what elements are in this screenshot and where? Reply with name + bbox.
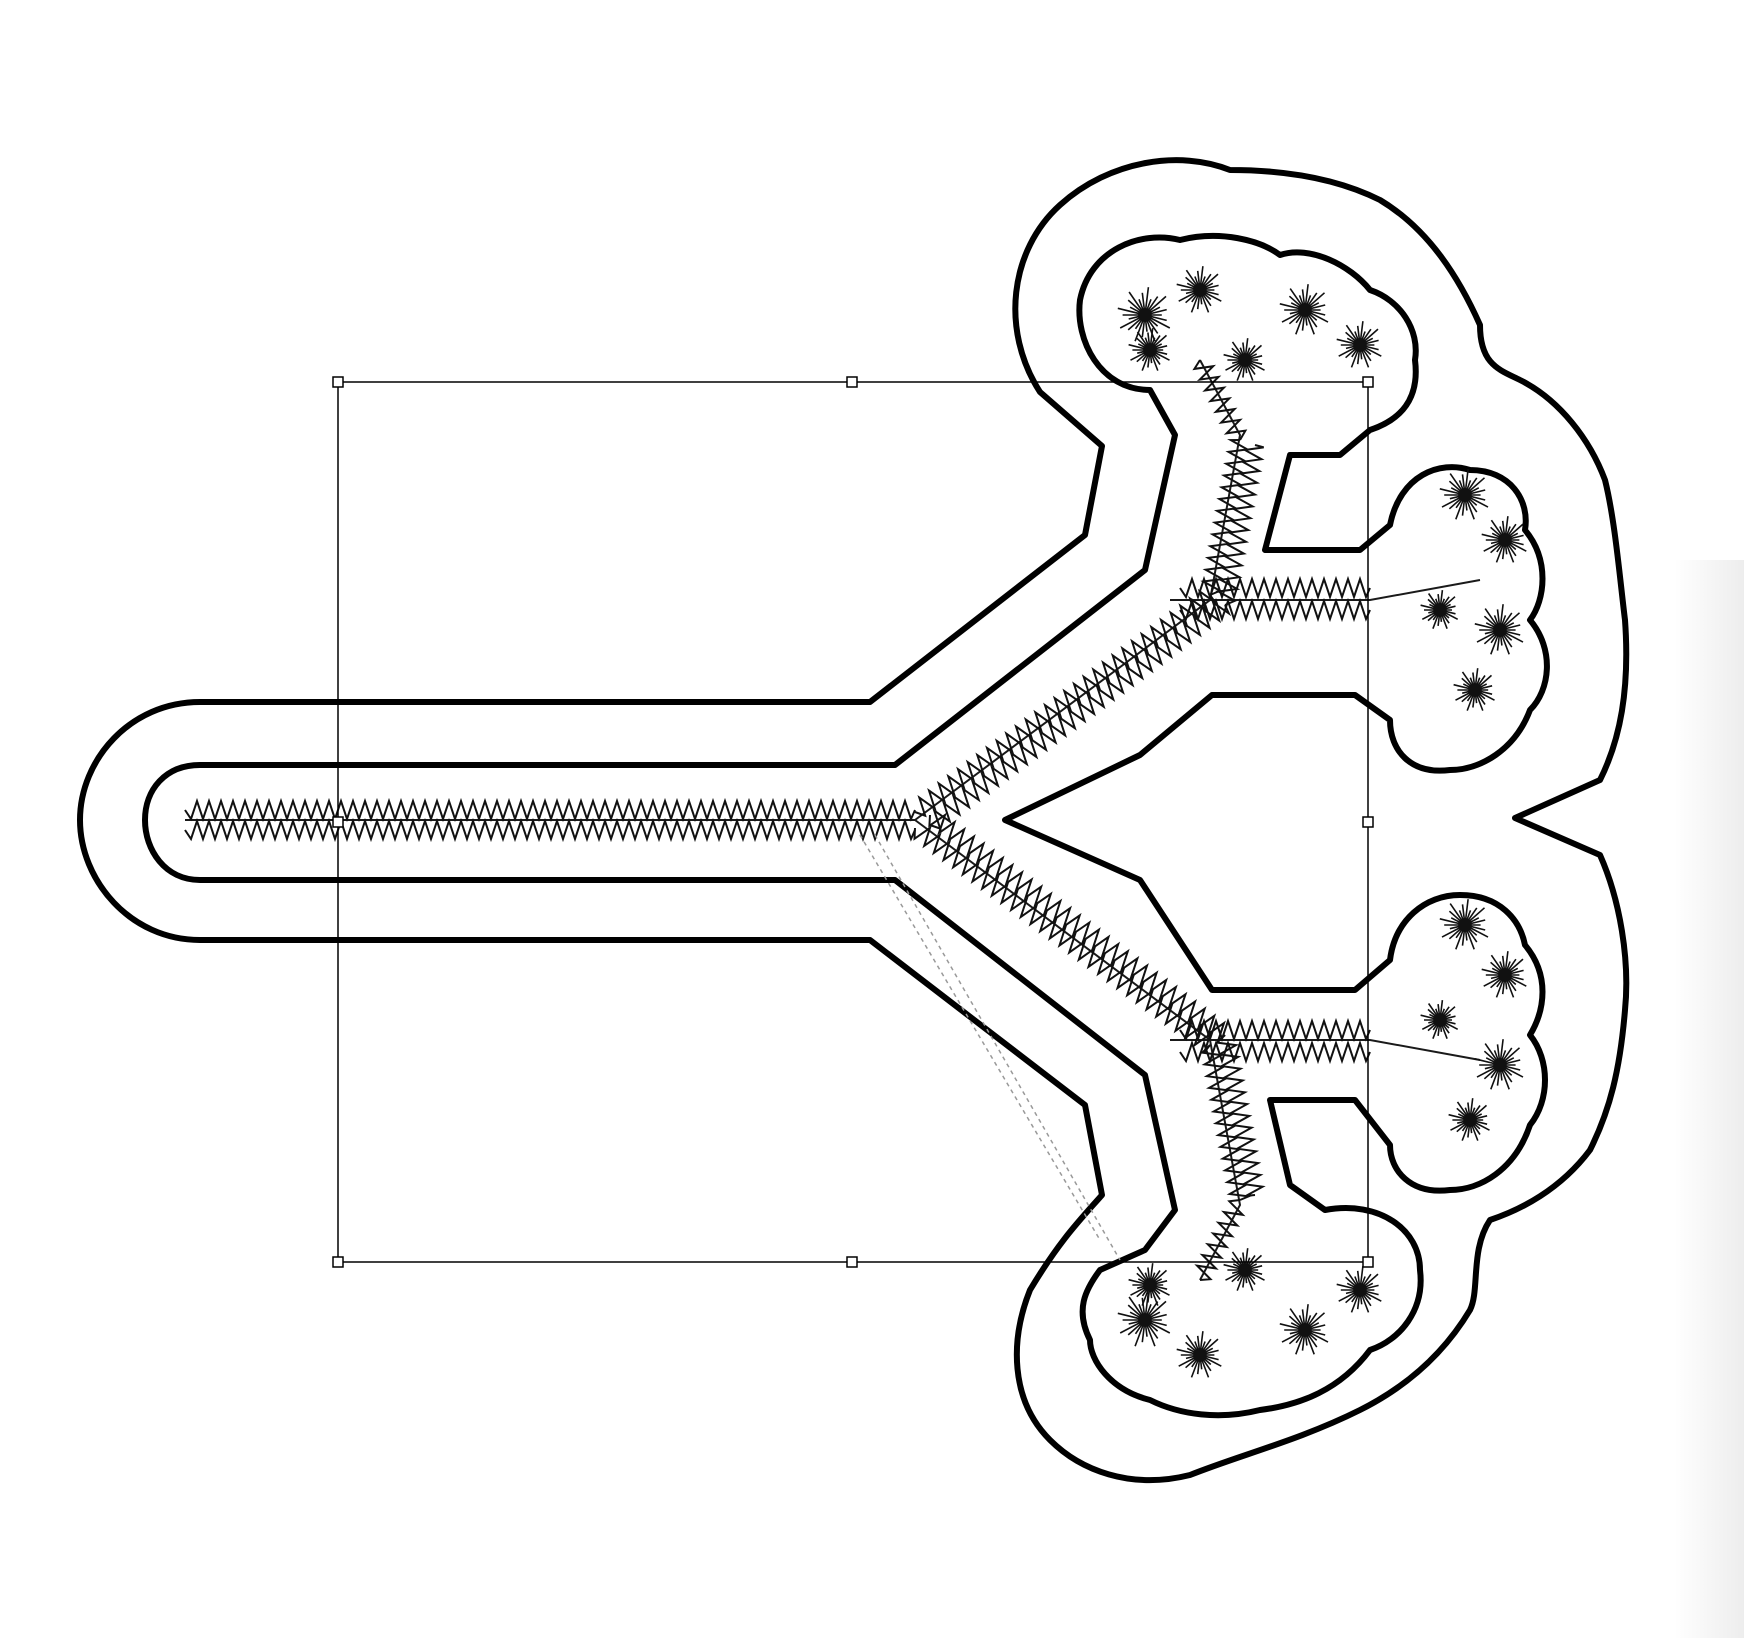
leaf-stitch-burst [1474, 1039, 1524, 1090]
leaf-stitch-burst [1448, 1098, 1490, 1141]
leaf-stitch-burst [1439, 899, 1489, 950]
leaf-stitch-burst [1176, 266, 1222, 313]
leaf-stitch-burst [1420, 590, 1459, 629]
leaf-stitch-burst [1481, 516, 1527, 563]
zigzag-stitch [1194, 1199, 1246, 1281]
resize-handle-top-middle[interactable] [846, 376, 858, 388]
zigzag-stitch [1200, 1044, 1253, 1201]
zigzag-stitch [184, 797, 916, 823]
inner-placement-line [142, 232, 1550, 1419]
selection-bounding-box[interactable] [337, 381, 1369, 1263]
leaf-stitch-burst [1279, 284, 1329, 335]
leaf-stitch-burst [1453, 668, 1495, 711]
leaf-stitch-burst [1439, 469, 1489, 520]
resize-handle-bottom-left[interactable] [332, 1256, 344, 1268]
leaf-stitch-burst [1176, 1331, 1222, 1378]
leaf-stitch-burst [1481, 951, 1527, 998]
zigzag-stitch [1215, 1034, 1266, 1197]
zigzag-stitch [1192, 359, 1248, 441]
resize-handle-top-left[interactable] [332, 376, 344, 388]
resize-handle-middle-left[interactable] [332, 816, 344, 828]
zigzag-stitch [184, 817, 916, 843]
zigzag-stitch [913, 825, 1213, 1053]
leaf-cluster-stitches [1117, 266, 1527, 1378]
zigzag-stitch [1179, 1017, 1371, 1043]
leaf-stitch-burst [1117, 287, 1171, 342]
zigzag-stitch-layer [184, 359, 1371, 1281]
selection-handles[interactable] [332, 376, 1374, 1268]
leaf-stitch-burst [1117, 1292, 1171, 1347]
zigzag-stitch [929, 600, 1232, 831]
leaf-stitch-burst [1279, 1304, 1329, 1355]
zigzag-stitch [1179, 1039, 1371, 1065]
resize-handle-top-right[interactable] [1362, 376, 1374, 388]
zigzag-stitch [1179, 597, 1371, 623]
leaf-stitch-burst [1420, 1000, 1459, 1039]
zigzag-stitch [914, 588, 1217, 818]
zigzag-stitch [928, 812, 1226, 1045]
leaf-stitch-burst [1336, 321, 1382, 368]
outer-cut-line [77, 157, 1630, 1484]
resize-handle-bottom-middle[interactable] [846, 1256, 858, 1268]
zigzag-stitch [1179, 575, 1371, 601]
zigzag-stitch [1200, 439, 1251, 596]
leaf-stitch-burst [1474, 604, 1524, 655]
resize-handle-bottom-right[interactable] [1362, 1256, 1374, 1268]
leaf-stitch-burst [1223, 1248, 1265, 1291]
zigzag-stitch [1215, 444, 1265, 606]
leaf-stitch-burst [1128, 328, 1170, 371]
leaf-stitch-burst [1336, 1266, 1382, 1313]
selection-guides [859, 834, 1121, 1261]
leaf-stitch-burst [1128, 1263, 1170, 1306]
leaf-stitch-burst [1223, 338, 1265, 381]
resize-handle-middle-right[interactable] [1362, 816, 1374, 828]
